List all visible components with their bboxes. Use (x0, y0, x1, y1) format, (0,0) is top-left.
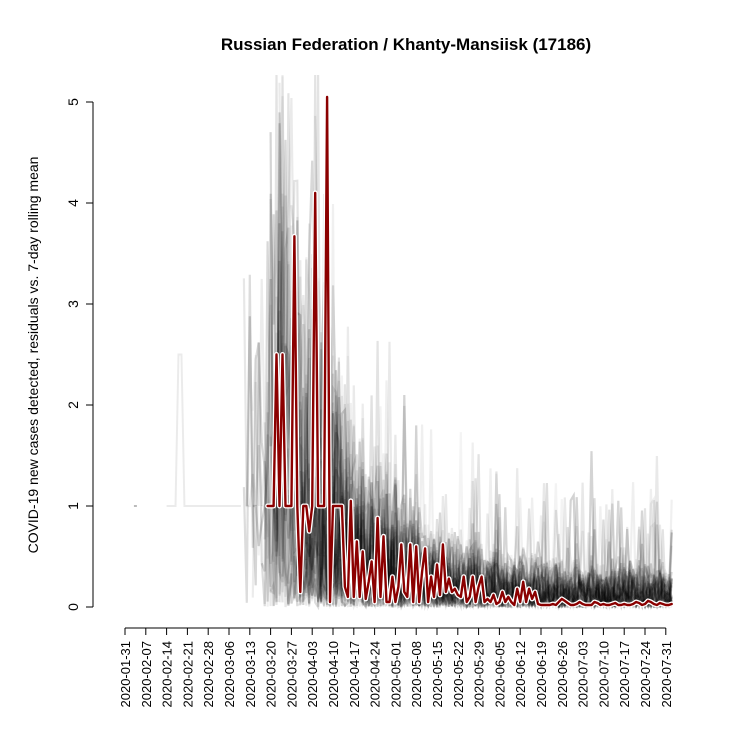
highlight-series-line (266, 95, 673, 607)
x-tick-label: 2020-06-12 (513, 641, 528, 708)
x-tick-label: 2020-06-26 (555, 641, 570, 708)
x-tick-label: 2020-02-21 (180, 641, 195, 708)
x-tick-label: 2020-03-20 (264, 641, 279, 708)
x-tick-label: 2020-06-19 (534, 641, 549, 708)
x-tick-label: 2020-04-10 (326, 641, 341, 708)
x-tick-label: 2020-03-06 (222, 641, 237, 708)
x-tick-label: 2020-04-03 (305, 641, 320, 708)
x-tick-label: 2020-07-10 (596, 641, 611, 708)
x-axis: 2020-01-31 2020-02-07 2020-02-14 2020-02-21… (118, 627, 674, 708)
background-series-group (133, 75, 673, 612)
x-tick-label: 2020-06-05 (492, 641, 507, 708)
x-tick-label: 2020-07-17 (617, 641, 632, 708)
y-tick-label: 2 (65, 401, 81, 409)
x-tick-label: 2020-02-14 (160, 641, 175, 708)
background-series-line (320, 384, 673, 611)
y-axis-label: COVID-19 new cases detected, residuals v… (25, 157, 41, 554)
background-series-line (269, 132, 673, 611)
y-tick-label: 5 (65, 98, 81, 106)
x-tick-label: 2020-05-29 (472, 641, 487, 708)
chart-title: Russian Federation / Khanty-Mansiisk (17… (221, 35, 591, 54)
x-tick-label: 2020-02-28 (201, 641, 216, 708)
background-series-line (263, 259, 673, 610)
x-tick-label: 2020-03-13 (243, 641, 258, 708)
background-series-line (245, 214, 673, 611)
background-series-line (242, 193, 673, 610)
x-tick-label: 2020-03-27 (284, 641, 299, 708)
background-series-line (242, 193, 673, 610)
highlight-series-group (265, 94, 675, 608)
x-tick-label: 2020-05-15 (430, 641, 445, 708)
x-tick-label: 2020-07-31 (659, 641, 674, 708)
background-series-line (266, 75, 673, 611)
x-tick-label: 2020-05-08 (409, 641, 424, 708)
background-series-line (263, 260, 673, 610)
y-tick-label: 4 (65, 199, 81, 207)
background-series-line (266, 75, 673, 611)
background-series-line (284, 290, 673, 610)
background-series-line (269, 132, 673, 611)
background-series-line (269, 264, 673, 610)
x-tick-label: 2020-07-03 (576, 641, 591, 708)
x-tick-label: 2020-04-17 (347, 641, 362, 708)
y-tick-label: 1 (65, 502, 81, 510)
background-series-line (252, 123, 673, 611)
x-tick-label: 2020-01-31 (118, 641, 133, 708)
y-tick-label: 0 (65, 603, 81, 611)
x-tick-label: 2020-05-22 (451, 641, 466, 708)
y-axis: 0 1 2 3 4 5 (65, 98, 94, 611)
x-tick-label: 2020-02-07 (139, 641, 154, 708)
background-series-line (166, 353, 241, 507)
background-series-line (269, 264, 673, 610)
y-tick-label: 3 (65, 300, 81, 308)
background-series-line (290, 308, 673, 612)
background-series-line (245, 214, 673, 611)
x-tick-label: 2020-04-24 (368, 641, 383, 708)
background-series-line (299, 375, 673, 609)
x-tick-label: 2020-05-01 (388, 641, 403, 708)
background-series-line (252, 123, 673, 611)
x-tick-label: 2020-07-24 (638, 641, 653, 708)
background-series-line (290, 308, 673, 612)
